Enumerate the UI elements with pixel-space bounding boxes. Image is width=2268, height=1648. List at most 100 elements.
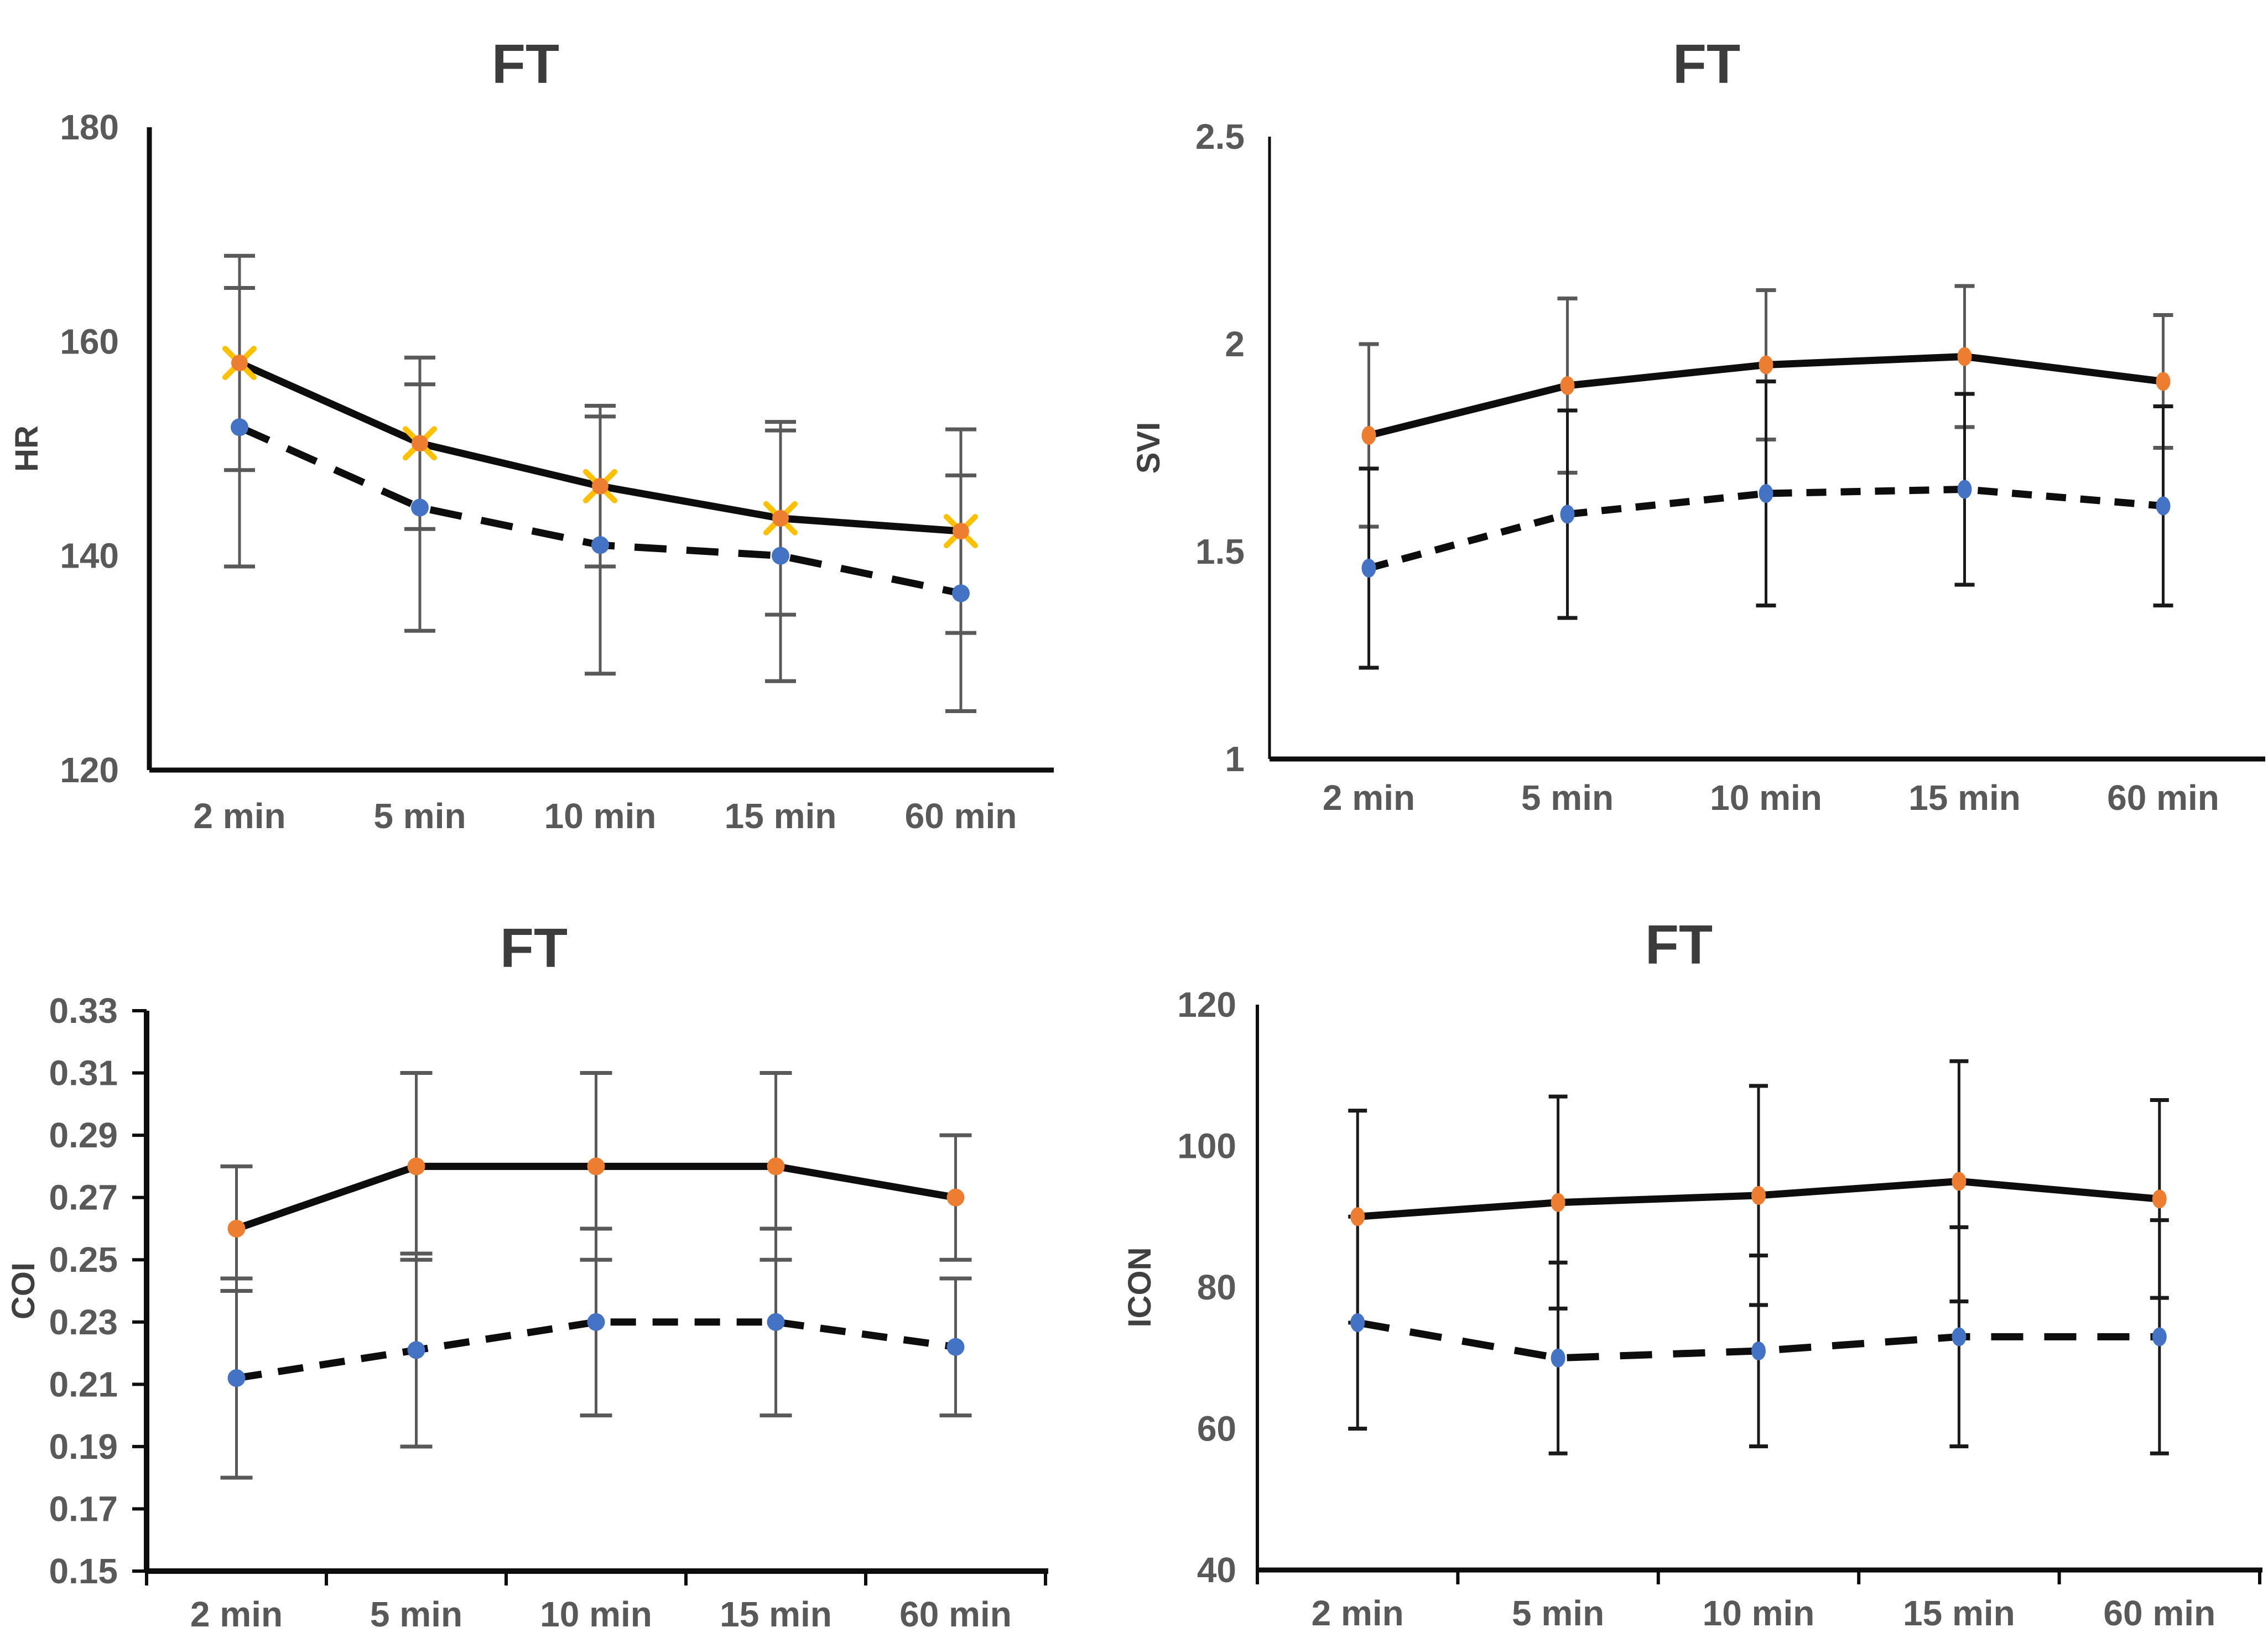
y-tick-label: 180: [60, 107, 119, 147]
data-point-marker: [587, 1313, 605, 1331]
data-point-marker: [411, 498, 429, 517]
chart-title: FT: [1673, 33, 1740, 95]
data-point-marker: [591, 536, 609, 554]
data-point-marker: [1560, 376, 1575, 395]
data-point-marker: [1952, 1327, 1967, 1347]
data-point-marker: [231, 418, 248, 436]
y-tick-label: 160: [60, 321, 119, 361]
x-category-label: 5 min: [370, 1594, 462, 1634]
chart-title: FT: [500, 917, 568, 979]
x-category-label: 10 min: [1710, 778, 1822, 818]
error-bars-dashed-blue: [1359, 379, 2173, 670]
data-point-marker: [1361, 559, 1376, 578]
data-point-marker: [772, 547, 789, 565]
data-point-marker: [772, 510, 789, 527]
series-line-dashed: [1367, 486, 2164, 572]
x-category-label: 15 min: [725, 796, 837, 836]
series-line-dashed: [1357, 1319, 2160, 1362]
y-tick-label: 0.15: [49, 1551, 118, 1591]
y-tick-label: 100: [1177, 1126, 1236, 1166]
chart-hr: FT HR 180 160 140 120 2 min 5 min 10 min 15 min 60…: [9, 33, 1054, 836]
series-solid-orange: [1350, 1172, 2167, 1226]
y-tick-label: 0.19: [49, 1427, 118, 1467]
x-category-label: 5 min: [1512, 1593, 1604, 1633]
x-category-label: 2 min: [190, 1594, 283, 1634]
y-tick-label: 1: [1225, 739, 1245, 779]
x-category-label: 2 min: [193, 796, 285, 836]
data-point-marker: [1350, 1207, 1365, 1226]
x-category-label: 60 min: [2103, 1593, 2215, 1633]
data-point-marker: [2152, 1327, 2167, 1347]
data-point-marker: [1551, 1348, 1565, 1368]
series-dashed-blue: [1350, 1313, 2167, 1368]
data-point-marker: [2152, 1189, 2167, 1209]
y-tick-label: 2: [1225, 324, 1245, 364]
data-point-marker: [952, 584, 970, 602]
data-point-marker: [1560, 505, 1575, 524]
data-point-marker: [1957, 480, 1972, 499]
chart-svi: FT SVI 2.5 2 1.5 1 2 min 5 min 10 min 15 min 60 mi…: [1131, 33, 2265, 818]
data-point-marker: [1551, 1193, 1565, 1212]
x-category-label: 10 min: [1703, 1593, 1815, 1633]
data-point-marker: [946, 1188, 965, 1207]
series-solid-orange: [227, 1157, 965, 1238]
data-point-marker: [407, 1157, 425, 1176]
data-point-marker: [1957, 347, 1972, 366]
data-point-marker: [767, 1313, 785, 1331]
data-point-marker: [2156, 496, 2171, 516]
x-category-label: 15 min: [720, 1594, 832, 1634]
data-point-marker: [587, 1157, 605, 1176]
series-solid-orange: [222, 346, 978, 549]
y-tick-label: 2.5: [1195, 117, 1245, 157]
y-axis-title: SVI: [1131, 422, 1167, 474]
data-point-marker: [1350, 1313, 1365, 1332]
y-tick-label: 0.23: [49, 1302, 118, 1342]
x-category-label: 2 min: [1323, 778, 1415, 818]
y-tick-label: 80: [1197, 1267, 1236, 1307]
data-point-marker: [1759, 355, 1773, 375]
data-point-marker: [407, 1341, 425, 1359]
x-category-label: 2 min: [1312, 1593, 1404, 1633]
data-point-marker: [2156, 372, 2171, 391]
x-category-label: 60 min: [905, 796, 1017, 836]
series-dashed-blue: [227, 1313, 965, 1387]
data-point-marker: [767, 1157, 785, 1176]
series-dashed-blue: [1361, 480, 2171, 578]
data-point-marker: [592, 477, 608, 495]
y-tick-label: 0.25: [49, 1240, 118, 1280]
y-tick-label: 0.21: [49, 1364, 118, 1404]
y-tick-label: 120: [1177, 985, 1236, 1025]
chart-icon: FT ICON 120 100 80 60 40 2 min 5 min 10 min 15 min…: [1122, 914, 2262, 1633]
data-point-marker: [1751, 1341, 1766, 1360]
y-axis-title: HR: [9, 425, 45, 472]
series-dashed-blue: [231, 418, 970, 602]
data-point-marker: [1952, 1172, 1967, 1191]
chart-title: FT: [1645, 914, 1713, 976]
series-solid-orange: [1361, 347, 2171, 445]
y-tick-label: 0.29: [49, 1115, 118, 1155]
y-tick-label: 120: [60, 750, 119, 790]
chart-coi: FT COI 0.33 0.31 0.29 0.27 0.25 0.23 0.21 0.19 0.1…: [6, 917, 1048, 1634]
y-tick-label: 140: [60, 536, 119, 576]
x-category-label: 60 min: [2107, 778, 2219, 818]
y-tick-label: 1.5: [1195, 532, 1245, 571]
data-point-marker: [946, 1338, 965, 1356]
y-tick-label: 0.31: [49, 1053, 118, 1093]
y-tick-label: 40: [1197, 1550, 1236, 1590]
x-category-label: 15 min: [1903, 1593, 2015, 1633]
x-category-label: 5 min: [1521, 778, 1614, 818]
error-bars-dashed-blue: [220, 1226, 972, 1480]
chart-title: FT: [492, 33, 559, 95]
x-category-label: 60 min: [899, 1594, 1012, 1634]
data-point-marker: [412, 435, 428, 452]
series-line-dashed: [236, 1318, 956, 1382]
y-tick-label: 0.33: [49, 991, 118, 1031]
y-axis-title: COI: [6, 1262, 41, 1319]
data-point-marker: [1361, 426, 1376, 445]
y-tick-label: 60: [1197, 1409, 1236, 1449]
data-point-marker: [231, 355, 248, 372]
x-category-label: 5 min: [373, 796, 466, 836]
data-point-marker: [1759, 484, 1773, 503]
